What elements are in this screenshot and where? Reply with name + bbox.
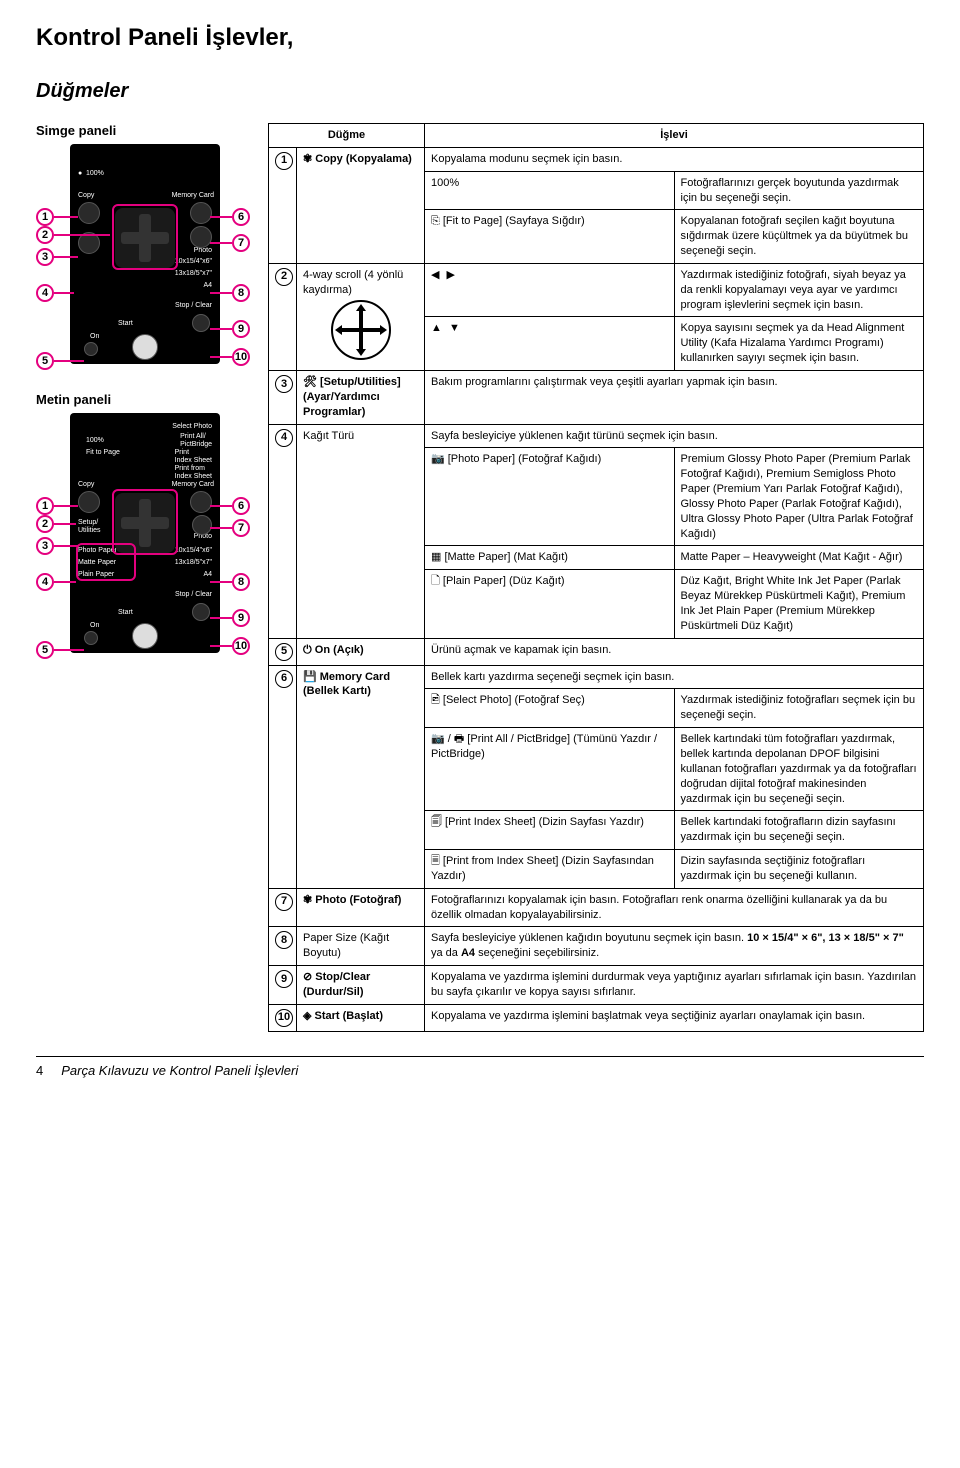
- function-table: Düğme İşlevi 1 ✾ Copy (Kopyalama) Kopyal…: [268, 123, 924, 1032]
- table-row: 7 ✾ Photo (Fotoğraf) Fotoğraflarınızı ko…: [269, 888, 924, 927]
- table-row: 8 Paper Size (Kağıt Boyutu) Sayfa besley…: [269, 927, 924, 966]
- icon-panel-diagram: ● 100% Copy Memory Card Photo 10x15/4"x6…: [36, 144, 254, 364]
- page-footer: 4 Parça Kılavuzu ve Kontrol Paneli İşlev…: [36, 1056, 924, 1078]
- table-row: 1 ✾ Copy (Kopyalama) Kopyalama modunu se…: [269, 147, 924, 171]
- icon-panel-label: Simge paneli: [36, 123, 254, 138]
- text-panel-diagram: 100% Fit to Page Select Photo Print All/…: [36, 413, 254, 653]
- table-row: 4 Kağıt Türü Sayfa besleyiciye yüklenen …: [269, 424, 924, 448]
- table-row: 10 ◈ Start (Başlat) Kopyalama ve yazdırm…: [269, 1004, 924, 1031]
- dpad-icon: [331, 300, 391, 360]
- function-table-wrap: Düğme İşlevi 1 ✾ Copy (Kopyalama) Kopyal…: [268, 123, 924, 1032]
- text-panel-label: Metin paneli: [36, 392, 254, 407]
- left-column: Simge paneli ● 100% Copy Memory Card Pho…: [36, 123, 254, 681]
- footer-page-number: 4: [36, 1063, 43, 1078]
- table-header: Düğme İşlevi: [269, 124, 924, 148]
- table-row: 2 4-way scroll (4 yönlü kaydırma) ◀ ▶ Ya…: [269, 263, 924, 317]
- footer-text: Parça Kılavuzu ve Kontrol Paneli İşlevle…: [61, 1063, 298, 1078]
- table-row: 9 ⊘ Stop/Clear (Durdur/Sil) Kopyalama ve…: [269, 966, 924, 1005]
- table-row: 6 💾 Memory Card (Bellek Kartı) Bellek ka…: [269, 665, 924, 689]
- table-row: 5 ⏻ On (Açık) Ürünü açmak ve kapamak içi…: [269, 638, 924, 665]
- table-row: 3 🛠 [Setup/Utilities] (Ayar/Yardımcı Pro…: [269, 370, 924, 424]
- page-subtitle: Düğmeler: [36, 80, 924, 103]
- page-title: Kontrol Paneli İşlevler,: [36, 24, 924, 52]
